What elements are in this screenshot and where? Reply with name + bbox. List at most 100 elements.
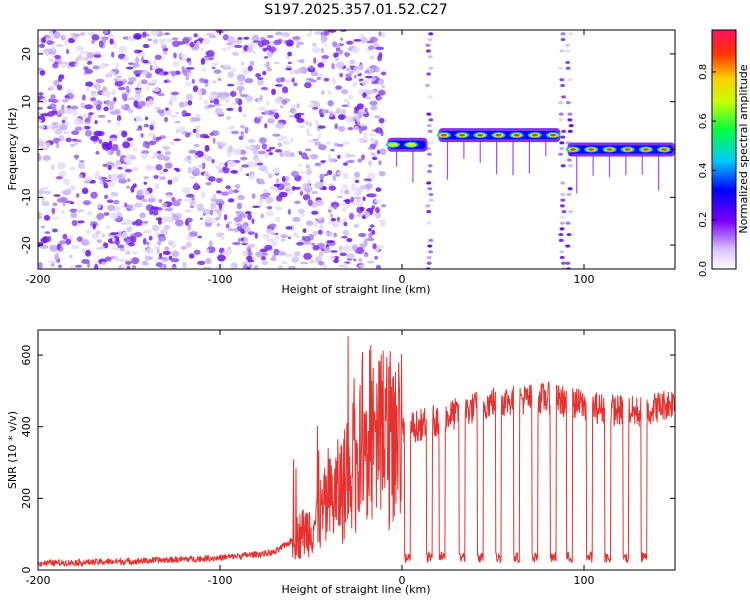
noise-blob: [323, 173, 328, 177]
noise-blob: [373, 199, 382, 203]
signal-node-peak: [588, 148, 595, 151]
noise-blob: [324, 44, 328, 47]
noise-blob: [350, 196, 355, 203]
noise-blob: [201, 162, 206, 170]
noise-blob: [369, 137, 375, 143]
noise-blob: [185, 193, 195, 198]
noise-blob: [370, 152, 376, 156]
noise-blob: [154, 245, 161, 250]
signal-node-peak: [661, 148, 668, 151]
snr-ytick-label: 400: [20, 416, 33, 437]
noise-blob: [86, 210, 93, 216]
noise-blob: [176, 127, 185, 133]
noise-blob: [242, 250, 250, 257]
noise-blob: [311, 210, 319, 215]
noise-blob: [117, 244, 125, 249]
spectrogram-ytick-label: 0: [20, 146, 33, 153]
noise-blob: [268, 46, 277, 53]
noise-blob: [332, 41, 338, 48]
gap-streak-blob: [560, 192, 566, 197]
noise-blob: [131, 264, 137, 269]
noise-blob: [202, 266, 212, 269]
noise-blob: [247, 173, 256, 180]
noise-blob: [257, 79, 264, 86]
gap-streak-blob: [565, 60, 571, 65]
noise-blob: [133, 100, 139, 108]
noise-blob: [200, 58, 205, 65]
noise-blob: [58, 124, 68, 131]
noise-blob: [134, 219, 143, 227]
noise-blob: [212, 137, 216, 144]
noise-blob: [265, 99, 270, 107]
noise-blob: [312, 42, 317, 47]
noise-blob: [54, 128, 62, 135]
noise-blob: [70, 265, 76, 269]
noise-blob: [196, 203, 204, 210]
noise-blob: [258, 165, 268, 172]
noise-blob: [91, 40, 95, 44]
noise-blob: [344, 51, 350, 58]
noise-blob: [116, 247, 121, 251]
gap-streak-blob: [426, 124, 432, 128]
noise-blob: [223, 214, 228, 221]
noise-blob: [369, 133, 376, 137]
noise-blob: [144, 255, 149, 262]
noise-blob: [320, 248, 325, 252]
noise-blob: [205, 32, 215, 37]
gap-streak-blob: [560, 135, 566, 139]
signal-node-peak: [550, 133, 557, 137]
noise-blob: [289, 266, 294, 269]
noise-blob: [375, 46, 385, 51]
noise-blob: [254, 232, 258, 239]
noise-blob: [226, 83, 235, 87]
gap-streak-blob: [427, 244, 433, 248]
noise-blob: [137, 49, 143, 53]
noise-blob: [353, 74, 357, 79]
noise-blob: [359, 33, 365, 38]
noise-blob: [235, 210, 241, 214]
noise-blob: [322, 186, 327, 191]
noise-blob: [171, 250, 180, 258]
noise-blob: [187, 100, 193, 106]
noise-blob: [169, 94, 177, 102]
noise-blob: [55, 143, 60, 149]
noise-blob: [127, 81, 134, 85]
noise-blob: [230, 262, 239, 269]
noise-blob: [105, 142, 113, 150]
noise-blob: [205, 258, 212, 265]
noise-blob: [125, 85, 130, 91]
noise-blob: [121, 93, 128, 100]
noise-blob: [227, 35, 236, 44]
noise-blob: [266, 34, 274, 39]
noise-blob: [182, 261, 187, 269]
noise-blob: [380, 31, 386, 39]
noise-blob: [168, 100, 173, 106]
noise-blob: [363, 178, 371, 182]
noise-blob: [38, 140, 45, 148]
noise-blob: [185, 132, 191, 138]
gap-streak-blob: [568, 210, 574, 214]
noise-blob: [367, 237, 375, 242]
noise-blob: [58, 170, 67, 178]
noise-blob: [358, 128, 363, 134]
noise-blob: [374, 211, 382, 219]
noise-blob: [54, 253, 60, 261]
noise-blob: [121, 105, 125, 110]
noise-blob: [199, 217, 203, 220]
noise-blob: [238, 88, 243, 96]
noise-blob: [321, 55, 329, 60]
noise-blob: [81, 187, 89, 195]
noise-blob: [224, 96, 230, 103]
gap-streak-blob: [426, 72, 432, 76]
noise-blob: [84, 56, 89, 61]
noise-blob: [212, 193, 216, 201]
noise-blob: [90, 92, 98, 98]
noise-blob: [244, 211, 252, 215]
signal-node-peak: [531, 133, 538, 137]
noise-blob: [291, 256, 300, 263]
noise-blob: [217, 78, 222, 81]
noise-blob: [333, 232, 338, 238]
noise-blob: [123, 161, 127, 165]
gap-streak-blob: [565, 101, 571, 105]
noise-blob: [264, 244, 273, 251]
